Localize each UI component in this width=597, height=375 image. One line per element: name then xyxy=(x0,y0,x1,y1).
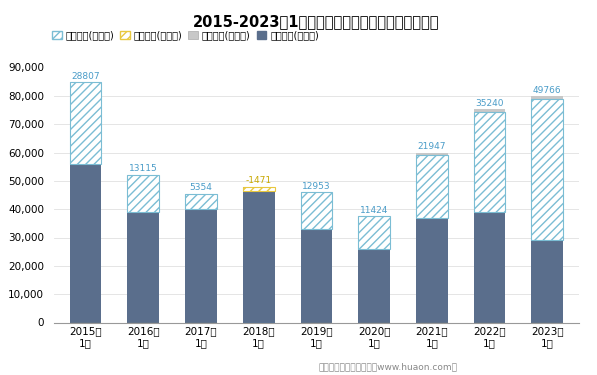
Bar xyxy=(127,212,159,322)
Title: 2015-2023年1月河北省外商投资企业进出口差额图: 2015-2023年1月河北省外商投资企业进出口差额图 xyxy=(193,14,439,29)
Bar xyxy=(127,175,159,322)
Bar xyxy=(300,229,333,322)
Bar xyxy=(243,190,275,322)
Bar xyxy=(300,192,333,322)
Bar xyxy=(185,194,217,209)
Text: 13115: 13115 xyxy=(129,164,158,173)
Text: 21947: 21947 xyxy=(418,142,446,151)
Bar xyxy=(185,194,217,322)
Bar xyxy=(474,112,506,212)
Bar xyxy=(416,153,448,322)
Legend: 贸易顺差(万美元), 贸易逆差(万美元), 出口总额(万美元), 进口总额(万美元): 贸易顺差(万美元), 贸易逆差(万美元), 出口总额(万美元), 进口总额(万美… xyxy=(48,27,323,44)
Text: 35240: 35240 xyxy=(475,99,504,108)
Bar xyxy=(358,249,390,322)
Text: 11424: 11424 xyxy=(360,206,388,215)
Bar xyxy=(70,164,101,322)
Text: 28807: 28807 xyxy=(71,72,100,81)
Bar xyxy=(474,110,506,322)
Text: 49766: 49766 xyxy=(533,86,562,95)
Bar xyxy=(531,99,563,240)
Text: 12953: 12953 xyxy=(302,182,331,190)
Bar xyxy=(358,216,390,322)
Bar xyxy=(358,216,390,249)
Bar xyxy=(243,186,275,322)
Bar xyxy=(70,82,101,322)
Text: 制图：华经产业研究院（www.huaon.com）: 制图：华经产业研究院（www.huaon.com） xyxy=(319,362,457,371)
Bar xyxy=(300,192,333,229)
Text: -1471: -1471 xyxy=(245,176,272,185)
Bar xyxy=(70,82,101,164)
Bar xyxy=(243,186,275,190)
Bar xyxy=(531,96,563,322)
Bar xyxy=(416,156,448,218)
Bar xyxy=(416,217,448,322)
Bar xyxy=(185,209,217,322)
Bar xyxy=(474,212,506,322)
Bar xyxy=(127,175,159,212)
Bar xyxy=(531,240,563,322)
Text: 5354: 5354 xyxy=(189,183,213,192)
